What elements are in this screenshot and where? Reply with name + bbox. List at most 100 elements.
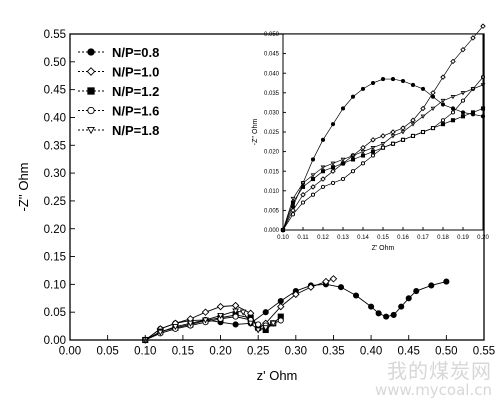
main-data-point bbox=[232, 308, 239, 315]
watermark-url: www.mycoal.cn bbox=[375, 380, 492, 399]
inset-y-tick-label: 0.040 bbox=[264, 71, 280, 77]
main-data-point bbox=[247, 320, 255, 327]
inset-data-point bbox=[340, 176, 346, 182]
legend: N/P=0.8 N/P=1.0 N/P=1.2 N/P=1.6 N/P=1.8 bbox=[78, 45, 159, 138]
inset-data-point bbox=[350, 157, 356, 162]
inset-data-point bbox=[410, 133, 416, 138]
main-data-point bbox=[232, 313, 239, 320]
inset-data-point bbox=[320, 137, 326, 142]
main-y-axis-label: -Z'' Ohm bbox=[16, 162, 31, 211]
main-x-tick-label: 0.30 bbox=[285, 346, 307, 358]
inset-data-point bbox=[400, 130, 406, 135]
inset-data-point bbox=[300, 184, 306, 189]
main-data-point bbox=[277, 298, 284, 305]
inset-data-point bbox=[360, 86, 366, 91]
inset-data-point bbox=[460, 114, 466, 119]
main-data-point bbox=[368, 303, 375, 310]
main-data-point bbox=[231, 301, 240, 310]
inset-data-point bbox=[370, 153, 376, 158]
legend-marker bbox=[87, 48, 95, 56]
inset-data-point bbox=[440, 102, 446, 107]
inset-y-tick-label: 0.025 bbox=[264, 130, 280, 136]
inset-data-point bbox=[450, 118, 456, 123]
main-y-tick-label: 0.35 bbox=[44, 140, 66, 152]
main-data-point bbox=[239, 309, 247, 316]
inset-data-point bbox=[300, 181, 306, 186]
inset-data-point bbox=[360, 144, 366, 151]
inset-data-point bbox=[350, 169, 356, 174]
main-data-point bbox=[277, 317, 284, 324]
inset-y-tick-label: 0.015 bbox=[264, 169, 280, 175]
inset-data-point bbox=[430, 106, 436, 112]
inset-data-point bbox=[400, 78, 406, 84]
main-x-tick-label: 0.35 bbox=[322, 346, 344, 358]
main-x-tick-label: 0.50 bbox=[435, 346, 457, 358]
main-x-tick-label: 0.15 bbox=[172, 346, 194, 358]
main-x-tick-label: 0.05 bbox=[96, 346, 118, 358]
main-data-point bbox=[232, 321, 239, 328]
inset-data-point bbox=[450, 58, 456, 65]
legend-item-label: N/P=1.6 bbox=[112, 104, 159, 119]
main-x-tick-label: 0.25 bbox=[247, 346, 269, 358]
inset-x-tick-label: 0.16 bbox=[397, 235, 409, 241]
inset-data-point bbox=[320, 169, 326, 174]
inset-data-point bbox=[350, 153, 356, 159]
inset-data-point bbox=[420, 114, 426, 119]
inset-data-point bbox=[340, 106, 346, 111]
main-y-tick-label: 0.00 bbox=[44, 335, 66, 347]
inset-x-tick-label: 0.15 bbox=[377, 235, 389, 241]
main-data-point bbox=[352, 292, 360, 299]
inset-data-point bbox=[370, 145, 376, 151]
inset-data-point bbox=[460, 46, 466, 53]
inset-data-point bbox=[310, 184, 316, 190]
watermark-text: 我的煤炭网 bbox=[387, 358, 492, 383]
main-data-point bbox=[292, 290, 300, 299]
inset-y-tick-label: 0.000 bbox=[264, 228, 280, 234]
main-data-point bbox=[172, 324, 179, 331]
inset-data-point bbox=[390, 141, 396, 146]
inset-data-point bbox=[390, 77, 396, 82]
inset-data-point bbox=[380, 133, 386, 139]
main-data-point bbox=[405, 295, 412, 302]
inset-data-point bbox=[310, 192, 316, 197]
main-data-point bbox=[390, 311, 397, 319]
main-axes-frame bbox=[69, 33, 485, 341]
inset-x-axis-label: Z' Ohm bbox=[372, 245, 395, 252]
inset-data-point bbox=[380, 77, 386, 82]
inset-data-point bbox=[470, 35, 476, 41]
main-data-point bbox=[254, 327, 262, 334]
inset-data-point bbox=[480, 23, 486, 29]
inset-x-tick-label: 0.14 bbox=[357, 235, 369, 241]
main-series-2 bbox=[141, 275, 338, 344]
main-data-point bbox=[277, 302, 285, 311]
main-data-point bbox=[262, 325, 270, 332]
inset-data-point bbox=[400, 125, 406, 131]
legend-marker bbox=[86, 67, 96, 76]
inset-data-point bbox=[340, 161, 346, 166]
main-panel: 0.00 0.05 0.10 0.15 0.20 0.25 0.30 0.35 0.40 0.45… bbox=[16, 29, 495, 383]
inset-data-point bbox=[290, 212, 296, 217]
main-data-point bbox=[187, 320, 194, 327]
inset-data-point bbox=[320, 176, 326, 182]
inset-data-point bbox=[430, 90, 436, 96]
legend-marker bbox=[87, 106, 95, 115]
inset-data-point bbox=[370, 80, 376, 86]
inset-data-point bbox=[420, 86, 426, 91]
legend-marker bbox=[87, 126, 95, 135]
main-data-point bbox=[255, 321, 262, 328]
inset-y-tick-label: 0.050 bbox=[264, 32, 280, 38]
main-y-tick-label: 0.20 bbox=[44, 224, 66, 236]
main-x-tick-label: 0.00 bbox=[59, 346, 81, 358]
main-series-1 bbox=[142, 278, 450, 344]
inset-data-point bbox=[450, 106, 456, 111]
inset-data-point bbox=[460, 98, 466, 103]
main-data-point bbox=[398, 303, 405, 310]
inset-data-point bbox=[410, 122, 416, 127]
inset-data-point bbox=[360, 149, 366, 155]
inset-y-tick-label: 0.020 bbox=[264, 150, 280, 156]
inset-data-point bbox=[380, 145, 386, 150]
main-y-tick-label: 0.45 bbox=[44, 85, 66, 97]
inset-data-point bbox=[390, 129, 396, 135]
